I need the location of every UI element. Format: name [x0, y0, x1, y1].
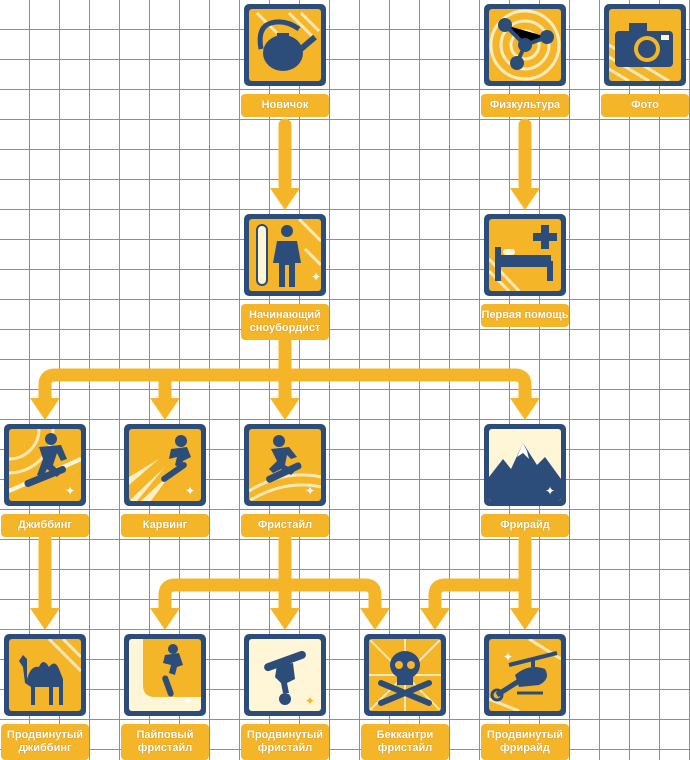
skill-label: Пайповый фристайл — [121, 724, 209, 760]
arrowhead — [30, 398, 60, 420]
skill-tile[interactable]: ✦ — [244, 214, 326, 296]
mountains-icon: ✦ — [489, 429, 561, 501]
skill-tile[interactable] — [4, 634, 86, 716]
rail-jib-icon: ✦ — [9, 429, 81, 498]
skill-tile[interactable]: ✦ — [484, 634, 566, 716]
skill-label: Физкультура — [481, 94, 569, 117]
arrowhead — [30, 608, 60, 630]
arrowhead — [510, 398, 540, 420]
svg-text:✦: ✦ — [503, 650, 513, 664]
svg-text:✦: ✦ — [311, 270, 321, 284]
camel-icon — [19, 639, 81, 705]
molecule-icon — [489, 9, 561, 81]
arrowhead — [150, 608, 180, 630]
skill-label: Карвинг — [121, 514, 209, 537]
connector-freeride-backcountry — [428, 578, 532, 617]
skill-tile[interactable] — [604, 4, 686, 86]
svg-text:✦: ✦ — [185, 484, 195, 498]
carving-icon: ✦ — [129, 435, 195, 501]
skill-label: Продвинутый фрирайд — [481, 724, 569, 760]
svg-text:✦: ✦ — [305, 484, 315, 498]
svg-text:✦: ✦ — [305, 694, 315, 708]
arrowhead — [360, 608, 390, 630]
skill-tile[interactable]: ✦ — [4, 424, 86, 506]
skill-tile[interactable]: ✦ — [244, 424, 326, 506]
connector-freestyle-backcountry — [278, 578, 382, 617]
arrowhead — [270, 398, 300, 420]
skill-tile[interactable] — [244, 4, 326, 86]
arrowhead — [270, 188, 300, 210]
skill-tile[interactable]: ✦ — [124, 424, 206, 506]
arrowhead — [510, 608, 540, 630]
connector-beginner-freeride — [278, 368, 532, 407]
svg-text:✦: ✦ — [183, 694, 193, 708]
skill-label: Фото — [601, 94, 689, 117]
skill-label: Продвинутый джиббинг — [1, 724, 89, 760]
snowboarder-standing-icon: ✦ — [256, 219, 321, 287]
skill-tile[interactable] — [484, 214, 566, 296]
skill-label: Фрирайд — [481, 514, 569, 537]
connector-freestyle-pipe — [158, 578, 292, 617]
arrowhead — [420, 608, 450, 630]
flip-icon: ✦ — [249, 639, 321, 711]
skill-label: Начинающий сноубордист — [241, 304, 329, 340]
svg-text:✦: ✦ — [545, 484, 555, 498]
skill-tile[interactable]: ✦ — [244, 634, 326, 716]
skill-tile[interactable]: ✦ — [124, 634, 206, 716]
skill-label: Продвинутый фристайл — [241, 724, 329, 760]
hospital-bed-icon — [489, 225, 557, 291]
skill-label: Первая помощь — [481, 304, 569, 327]
skill-tile[interactable]: ✦ — [484, 424, 566, 506]
helicopter-icon: ✦ — [489, 639, 561, 711]
svg-text:✦: ✦ — [65, 484, 75, 498]
skill-label: Беккантри фристайл — [361, 724, 449, 760]
skill-label: Новичок — [241, 94, 329, 117]
halfpipe-icon: ✦ — [129, 639, 201, 711]
camera-icon — [609, 23, 673, 81]
skill-tile[interactable] — [484, 4, 566, 86]
arrowhead — [150, 398, 180, 420]
skill-label: Фристайл — [241, 514, 329, 537]
freestyle-jump-icon: ✦ — [249, 435, 321, 501]
connector-beginner-jibbing — [38, 368, 292, 407]
arrowhead — [270, 608, 300, 630]
kettle-icon — [255, 11, 321, 71]
skill-tile[interactable] — [364, 634, 446, 716]
skill-label: Джиббинг — [1, 514, 89, 537]
skull-crossbones-icon — [369, 639, 441, 711]
arrowhead — [510, 188, 540, 210]
